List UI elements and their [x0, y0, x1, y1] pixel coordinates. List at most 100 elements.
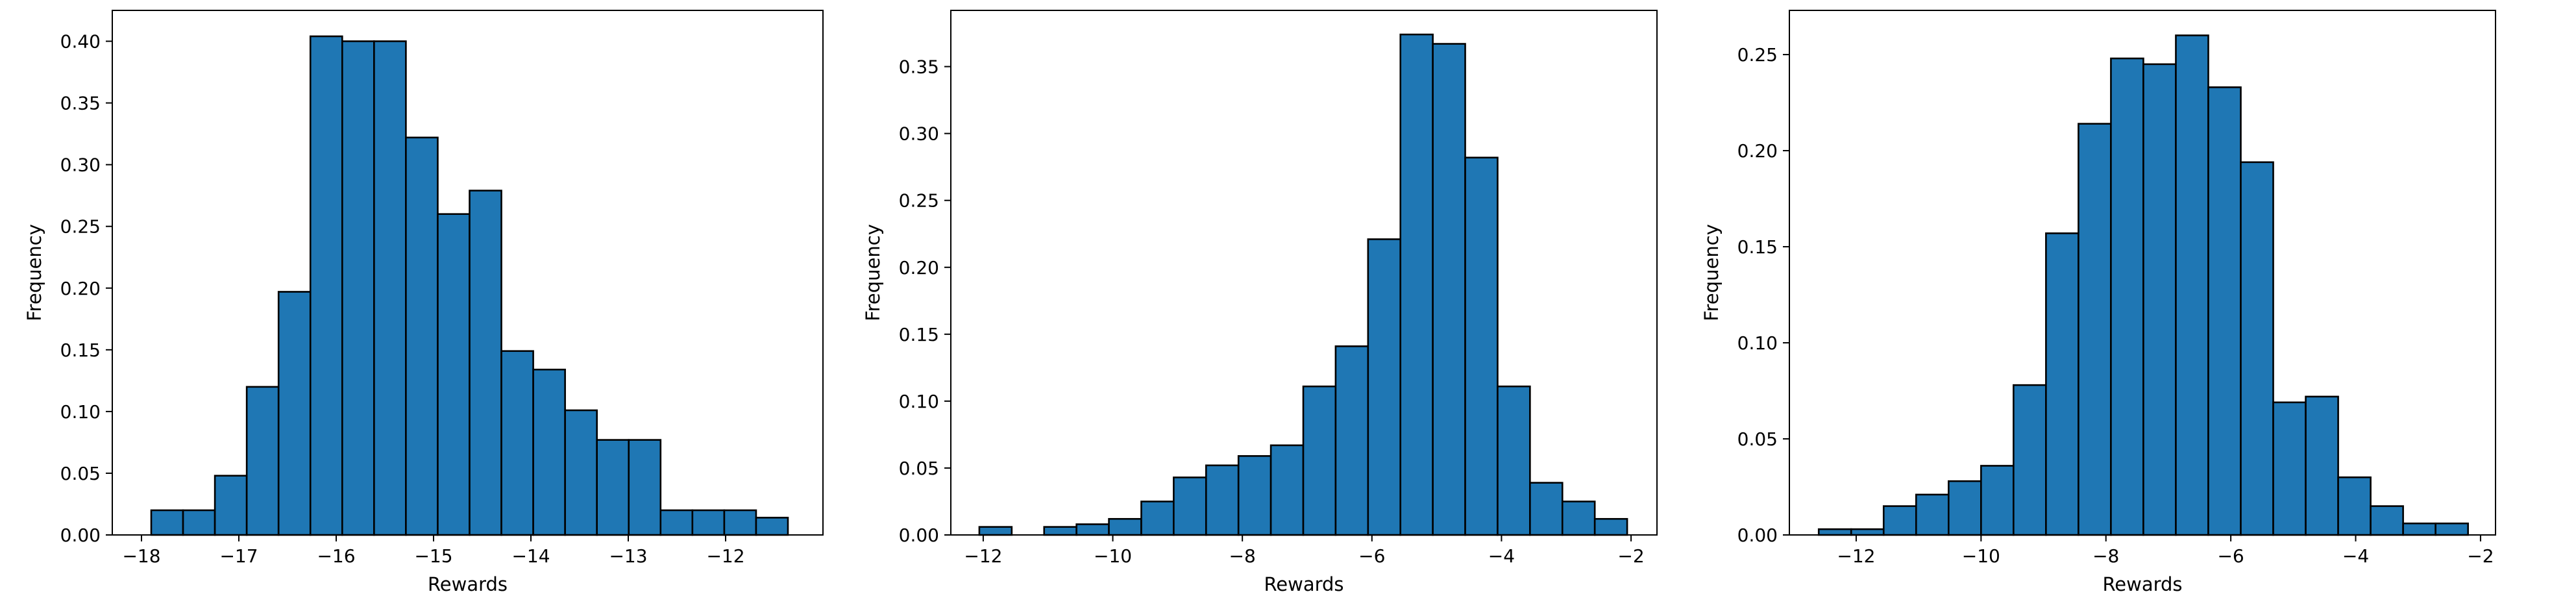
histogram-chart-1: −18 −17 −16 −15 −14 −13 −12 0.00 0.05 0.10 0.15 0.2… [23, 10, 824, 595]
histogram-bar [978, 526, 1013, 536]
x-axis-label: Rewards [428, 573, 508, 595]
y-tick-label: 0.05 [899, 458, 939, 479]
y-tick-label: 0.40 [60, 31, 101, 53]
histogram-bar [1075, 523, 1110, 536]
histogram-bar [723, 509, 757, 536]
histogram-bar [373, 40, 407, 536]
histogram-bar [245, 386, 280, 536]
y-tick-label: 0.15 [899, 324, 939, 345]
y-tick-label: 0.10 [60, 401, 101, 423]
histogram-bar [150, 509, 184, 536]
y-tick-label: 0.05 [1737, 428, 1778, 450]
y-tick-label: 0.15 [1737, 236, 1778, 258]
histogram-bar [405, 136, 439, 536]
histogram-bar [500, 350, 534, 536]
histogram-bar [1043, 526, 1077, 536]
y-tick-label: 0.05 [60, 463, 101, 484]
plot-frame [950, 10, 1658, 536]
plot-frame [1789, 10, 2496, 536]
histogram-bar [1302, 385, 1337, 536]
x-tick-label: −18 [122, 545, 160, 567]
histogram-bar [1817, 528, 1852, 536]
histogram-bar [564, 409, 598, 536]
histogram-bar [2078, 123, 2112, 536]
x-tick-label: −6 [2217, 545, 2244, 567]
histogram-bar [2045, 232, 2079, 536]
y-axis-label: Frequency [23, 224, 45, 321]
histogram-bar [2240, 161, 2274, 536]
histogram-bar [437, 213, 471, 536]
histogram-bar [1464, 156, 1499, 536]
x-tick-label: −15 [414, 545, 452, 567]
histogram-bar [1980, 465, 2015, 536]
histogram-bar [277, 291, 312, 536]
histogram-bar [1497, 385, 1531, 536]
x-axis-label: Rewards [1264, 573, 1343, 595]
histogram-bar [1561, 501, 1596, 536]
histogram-bar [469, 190, 502, 536]
x-tick-label: −14 [511, 545, 550, 567]
x-tick-label: −17 [219, 545, 258, 567]
x-tick-label: −10 [1962, 545, 2000, 567]
histogram-bar [2207, 86, 2242, 536]
histogram-bar [1270, 444, 1305, 536]
histogram-bar [2337, 476, 2372, 536]
histogram-bar [691, 509, 726, 536]
histogram-bar [596, 439, 630, 536]
x-tick-label: −16 [317, 545, 355, 567]
histogram-bar [1593, 517, 1628, 536]
y-tick-label: 0.35 [899, 56, 939, 78]
y-tick-label: 0.10 [899, 391, 939, 412]
x-tick-label: −13 [609, 545, 647, 567]
x-tick-label: −12 [706, 545, 744, 567]
y-tick-label: 0.25 [60, 216, 101, 238]
y-tick-label: 0.20 [899, 257, 939, 279]
y-tick-label: 0.00 [1737, 525, 1778, 546]
x-tick-label: −12 [964, 545, 1002, 567]
x-tick-label: −8 [1229, 545, 1256, 567]
histogram-bar [1882, 505, 1917, 536]
y-tick-label: 0.35 [60, 93, 101, 114]
histogram-bar [182, 509, 216, 536]
x-tick-label: −4 [2342, 545, 2369, 567]
histogram-bar [2370, 505, 2404, 536]
histogram-bar [341, 40, 375, 536]
y-axis-label: Frequency [1700, 224, 1723, 321]
histogram-chart-2: −12 −10 −8 −6 −4 −2 0.00 0.05 0.10 0.15 0.20 0.25 0.… [862, 10, 1658, 595]
histogram-bar [1850, 528, 1885, 536]
histogram-bar [1108, 517, 1142, 536]
histogram-bar [1915, 493, 1950, 536]
histogram-bar [628, 439, 662, 536]
histogram-bar [2013, 384, 2047, 536]
y-tick-label: 0.00 [60, 525, 101, 546]
histogram-bar [1205, 464, 1240, 536]
histogram-bar [659, 509, 694, 536]
y-tick-label: 0.20 [1737, 140, 1778, 162]
plot-frame [112, 10, 824, 536]
histogram-bar [214, 475, 248, 536]
y-tick-label: 0.25 [1737, 44, 1778, 66]
histogram-bar [2435, 522, 2469, 536]
y-tick-label: 0.30 [899, 123, 939, 145]
y-tick-label: 0.00 [899, 525, 939, 546]
histogram-bar [2272, 401, 2307, 536]
x-tick-label: −8 [2092, 545, 2119, 567]
y-tick-label: 0.15 [60, 340, 101, 361]
histogram-bar [1334, 345, 1369, 536]
histogram-bar [1237, 455, 1272, 536]
x-tick-label: −2 [2467, 545, 2494, 567]
y-tick-label: 0.20 [60, 278, 101, 299]
histogram-bar [1432, 43, 1466, 536]
histogram-bar [1948, 480, 1982, 536]
x-tick-label: −6 [1358, 545, 1385, 567]
histogram-bar [2175, 34, 2209, 536]
histogram-bar [2402, 522, 2436, 536]
histogram-bar [2305, 395, 2339, 536]
y-tick-label: 0.10 [1737, 332, 1778, 354]
histogram-bar [1399, 33, 1434, 536]
histogram-bar [755, 517, 789, 536]
x-tick-label: −10 [1094, 545, 1132, 567]
histogram-bar [532, 368, 566, 536]
y-tick-label: 0.30 [60, 155, 101, 176]
y-tick-label: 0.25 [899, 190, 939, 212]
